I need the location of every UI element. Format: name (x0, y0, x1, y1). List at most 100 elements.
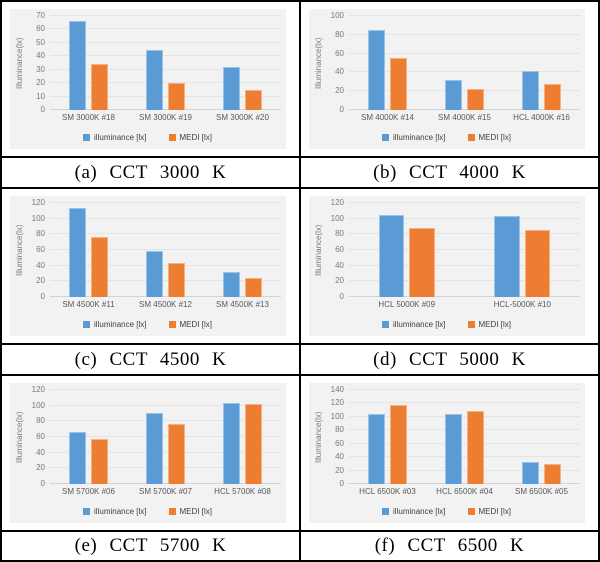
bar-illuminance (223, 271, 240, 297)
category-labels: HCL 6500K #03 HCL 6500K #04 SM 6500K #05 (349, 487, 580, 500)
bar-medi (91, 237, 108, 297)
caption-d: (d) CCT 5000 K (301, 345, 598, 374)
bar-illuminance (494, 216, 520, 297)
legend-swatch-icon (83, 134, 91, 141)
bar-medi (168, 423, 185, 484)
legend-swatch-icon (83, 321, 91, 328)
legend-label: illuminance [lx] (393, 133, 446, 142)
legend-swatch-icon (382, 321, 390, 328)
gridline (349, 52, 580, 54)
y-tick-label: 80 (36, 416, 45, 426)
bar-groups (50, 203, 281, 297)
y-tick-label: 100 (330, 213, 344, 223)
y-tick-label: 140 (330, 385, 344, 394)
gridlines (50, 202, 281, 297)
y-tick-label: 0 (339, 292, 344, 301)
legend-label: MEDI [lx] (179, 507, 212, 516)
plot-area (349, 202, 580, 297)
bar-medi (544, 463, 561, 484)
category-label: HCL 4000K #16 (513, 113, 570, 122)
legend-item-medi: MEDI [lx] (467, 507, 511, 516)
gridline (50, 280, 281, 282)
gridline (50, 420, 281, 422)
bar-illuminance (223, 67, 240, 110)
legend-label: illuminance [lx] (393, 320, 446, 329)
bar-medi (245, 278, 262, 297)
y-tick-label: 10 (36, 91, 45, 101)
y-axis: 0 10 20 30 40 50 60 70 (26, 11, 50, 114)
legend-swatch-icon (382, 134, 390, 141)
bar-illuminance (368, 413, 385, 484)
gridline (50, 109, 281, 110)
y-tick-label: 60 (36, 245, 45, 254)
caption-e: (e) CCT 5700 K (2, 532, 299, 560)
caption-f: (f) CCT 6500 K (301, 532, 598, 560)
gridline (50, 55, 281, 57)
gridline (349, 296, 580, 297)
chart-legend: illuminance [lx] MEDI [lx] (14, 505, 281, 518)
gridline (349, 483, 580, 484)
gridline (349, 429, 580, 431)
category-labels: SM 4000K #14 SM 4000K #15 HCL 4000K #16 (349, 113, 580, 126)
bar-chart-cct-6500k: Illuminance(lx) 0 20 40 60 80 100 120 140 HCL 650… (309, 383, 585, 523)
gridline (349, 442, 580, 444)
bar-groups (50, 390, 281, 484)
bar-medi (390, 404, 407, 484)
y-tick-label: 70 (36, 11, 45, 20)
gridline (349, 90, 580, 92)
legend-swatch-icon (467, 321, 475, 328)
bar-medi (390, 58, 407, 110)
legend-swatch-icon (83, 508, 91, 515)
bar-chart-cct-4500k: Illuminance(lx) 0 20 40 60 80 100 120 SM 4500K #… (10, 196, 286, 336)
legend-item-medi: MEDI [lx] (168, 320, 212, 329)
plot-region: Illuminance(lx) 0 20 40 60 80 100 120 (313, 198, 580, 301)
bar-group (204, 16, 281, 110)
caption-text: (a) CCT 3000 K (74, 161, 227, 183)
y-tick-label: 20 (335, 465, 344, 475)
gridlines (50, 15, 281, 110)
category-label: SM 3000K #18 (62, 113, 115, 122)
bar-chart-cct-4000k: Illuminance(lx) 0 20 40 60 80 100 SM 4000K #14 S… (309, 9, 585, 149)
legend-item-medi: MEDI [lx] (168, 507, 212, 516)
bar-medi (245, 404, 262, 484)
category-axis: HCL 5000K #09 HCL-5000K #10 (313, 300, 580, 313)
bar-medi (245, 89, 262, 110)
y-tick-label: 120 (330, 398, 344, 408)
legend-item-illuminance: illuminance [lx] (382, 320, 446, 329)
legend-label: MEDI [lx] (478, 133, 511, 142)
category-axis: SM 4000K #14 SM 4000K #15 HCL 4000K #16 (313, 113, 580, 126)
gridline (50, 467, 281, 469)
chart-panel-f: Illuminance(lx) 0 20 40 60 80 100 120 140 HCL 650… (301, 376, 598, 530)
category-label: SM 5700K #06 (62, 487, 115, 496)
bar-illuminance (69, 21, 86, 110)
plot-area (50, 202, 281, 297)
gridlines (349, 389, 580, 484)
caption-c: (c) CCT 4500 K (2, 345, 299, 374)
legend-swatch-icon (467, 134, 475, 141)
bar-groups (349, 16, 580, 110)
caption-text: (d) CCT 5000 K (373, 348, 526, 370)
gridlines (349, 15, 580, 110)
bar-group (127, 16, 204, 110)
y-tick-label: 60 (335, 245, 344, 254)
bar-group (50, 203, 127, 297)
caption-text: (f) CCT 6500 K (374, 535, 525, 556)
gridline (50, 389, 281, 390)
bar-group (127, 203, 204, 297)
legend-item-illuminance: illuminance [lx] (382, 133, 446, 142)
gridline (50, 264, 281, 266)
gridline (349, 469, 580, 471)
bar-group (349, 16, 426, 110)
legend-item-illuminance: illuminance [lx] (83, 507, 147, 516)
bar-group (503, 390, 580, 484)
bar-illuminance (69, 208, 86, 297)
y-tick-label: 20 (36, 463, 45, 473)
gridline (50, 249, 281, 250)
bar-groups (349, 203, 580, 297)
caption-a: (a) CCT 3000 K (2, 158, 299, 187)
legend-swatch-icon (168, 321, 176, 328)
plot-region: Illuminance(lx) 0 20 40 60 80 100 (313, 11, 580, 114)
y-axis-title: Illuminance(lx) (314, 224, 323, 276)
caption-text: (e) CCT 5700 K (74, 535, 227, 556)
category-label: HCL 6500K #03 (359, 487, 416, 496)
